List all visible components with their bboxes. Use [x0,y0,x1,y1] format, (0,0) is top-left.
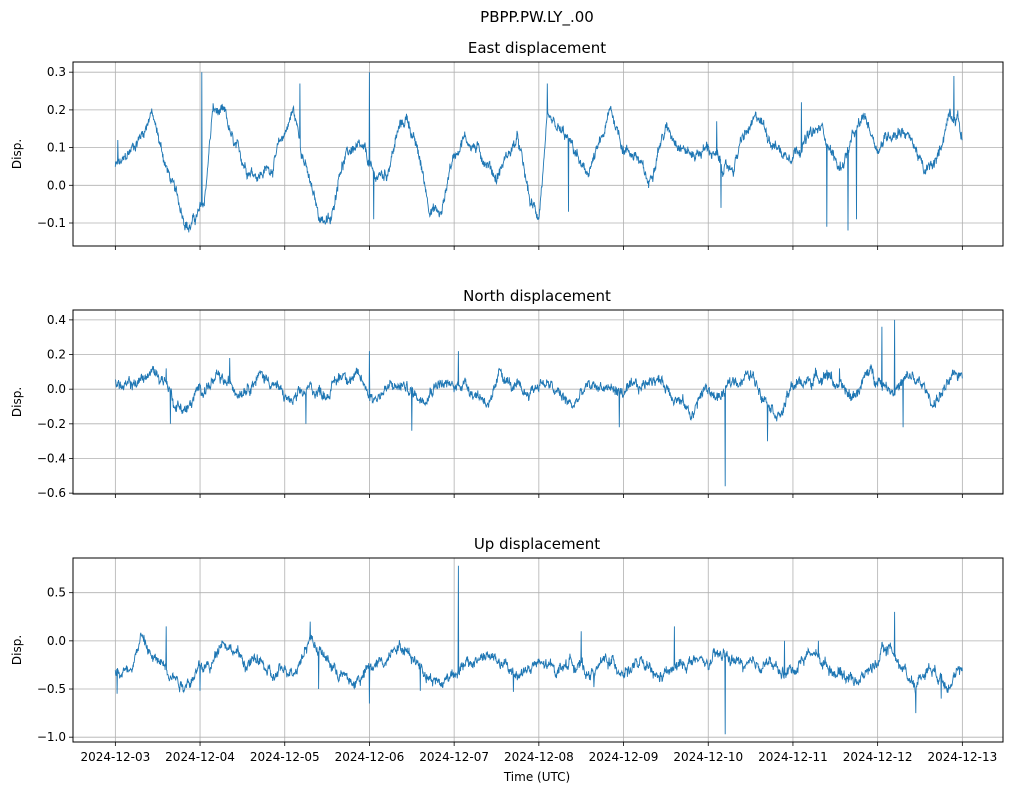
y-tick-label: 0.3 [47,65,66,79]
x-tick-label: 2024-12-06 [335,750,405,764]
y-tick-label: 0.2 [47,103,66,117]
series-line [114,72,963,233]
y-tick-label: 0.4 [47,313,66,327]
y-axis-label: Disp. [10,139,24,169]
series-line [114,319,963,487]
north-panel: North displacement Disp. −0.6 −0.4 −0.2 0.0… [10,287,1004,500]
panel-title: East displacement [468,39,606,57]
axes-frame [72,557,1004,743]
x-tick-label: 2024-12-05 [250,750,320,764]
y-tick-label: −0.6 [37,486,66,500]
figure-suptitle: PBPP.PW.LY_.00 [480,8,594,27]
y-axis-label: Disp. [10,387,24,417]
x-tick-label: 2024-12-13 [927,750,997,764]
y-tick-label: −0.5 [37,682,66,696]
y-tick-label: 0.2 [47,348,66,362]
panel-title: Up displacement [474,535,600,553]
axes-frame [72,61,1004,247]
axes-frame [72,309,1004,495]
y-tick-label: 0.0 [47,178,66,192]
y-tick-label: −0.1 [37,216,66,230]
y-tick-label: −1.0 [37,730,66,744]
y-tick-label: 0.1 [47,141,66,155]
panel-title: North displacement [463,287,611,305]
x-tick-label: 2024-12-12 [843,750,913,764]
x-tick-label: 2024-12-04 [165,750,235,764]
series-line [114,565,963,735]
x-tick-label: 2024-12-10 [673,750,743,764]
x-tick-label: 2024-12-11 [758,750,828,764]
x-axis-label: Time (UTC) [503,770,570,784]
y-tick-label: 0.5 [47,586,66,600]
x-tick-label: 2024-12-07 [419,750,489,764]
y-tick-label: 0.0 [47,382,66,396]
x-tick-label: 2024-12-03 [80,750,150,764]
y-tick-label: −0.2 [37,417,66,431]
y-tick-label: 0.0 [47,634,66,648]
east-panel: East displacement Disp. −0.1 0.0 0.1 0.2 0.3 [10,39,1004,250]
up-panel: Up displacement Disp. −1.0 −0.5 0.0 0.5 2024… [10,535,1004,764]
x-tick-label: 2024-12-09 [589,750,659,764]
y-axis-label: Disp. [10,635,24,665]
y-tick-label: −0.4 [37,451,66,465]
x-tick-label: 2024-12-08 [504,750,574,764]
